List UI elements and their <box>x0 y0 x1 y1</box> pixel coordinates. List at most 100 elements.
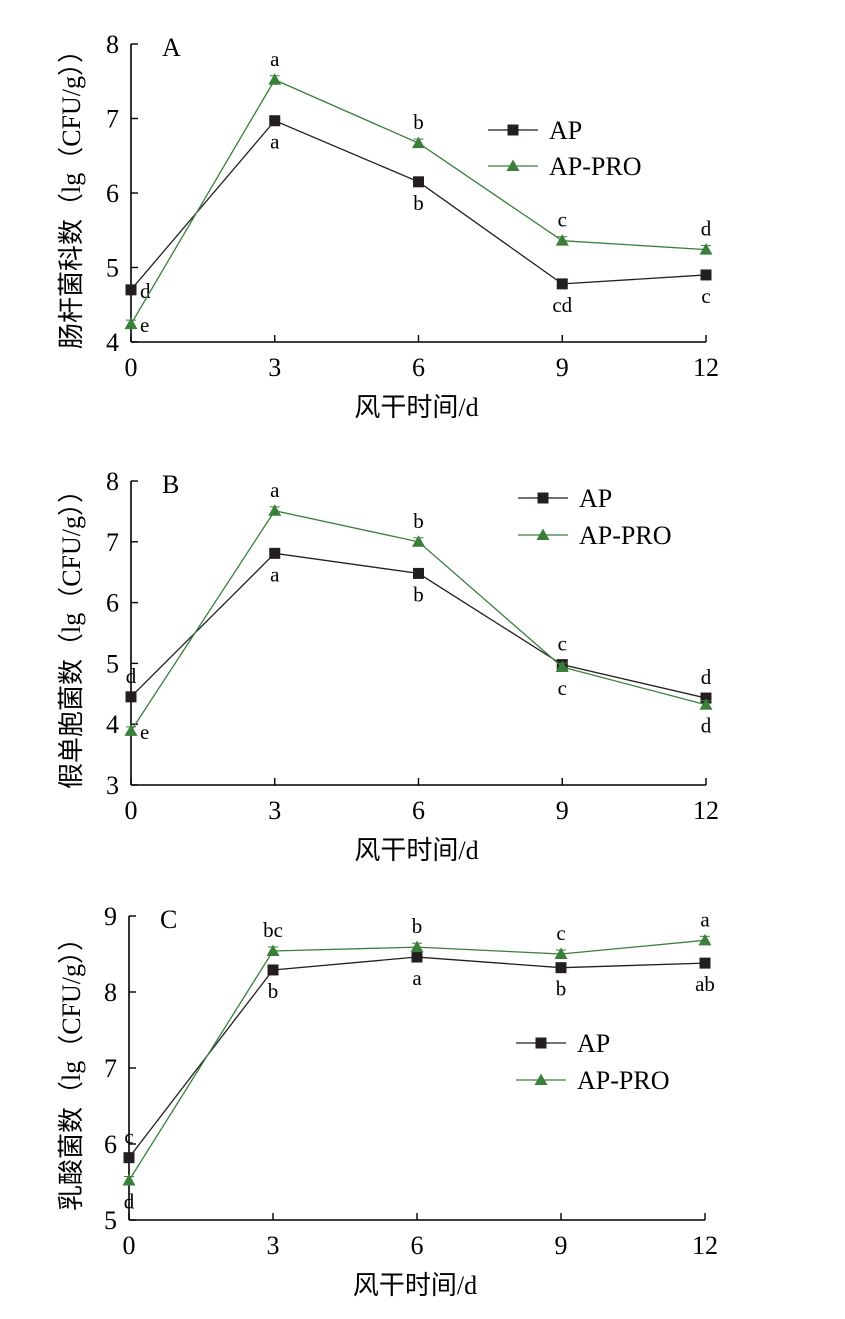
significance-label: d <box>701 217 712 241</box>
significance-label: e <box>140 313 149 337</box>
x-tick-label: 12 <box>692 1231 718 1260</box>
legend-label: AP <box>549 116 582 145</box>
y-tick-label: 6 <box>106 179 119 208</box>
data-point-ap-pro <box>122 1173 136 1186</box>
y-tick-label: 3 <box>106 771 119 800</box>
data-point-ap-pro <box>698 933 712 946</box>
x-tick-label: 3 <box>268 796 281 825</box>
data-point-ap <box>556 278 568 290</box>
y-axis-title: 假单胞菌数（lg（CFU/g）） <box>57 477 86 789</box>
y-tick-label: 8 <box>104 978 117 1007</box>
data-point-ap <box>413 567 424 579</box>
y-tick-label: 6 <box>104 1130 117 1159</box>
x-tick-label: 9 <box>556 353 569 382</box>
y-tick-label: 8 <box>106 30 119 59</box>
y-tick-label: 5 <box>104 1206 117 1235</box>
significance-label: c <box>558 208 567 232</box>
legend-marker <box>535 1037 547 1049</box>
data-point-ap-pro <box>266 944 280 956</box>
significance-label: d <box>701 665 712 689</box>
significance-label: d <box>140 279 151 303</box>
legend-label: AP <box>579 484 612 513</box>
significance-label: bc <box>263 918 283 942</box>
data-point-ap-pro <box>699 243 713 255</box>
significance-label: b <box>413 509 424 533</box>
data-point-ap <box>700 692 712 704</box>
y-axis-title: 肠杆菌科数（lg（CFU/g）） <box>57 37 86 349</box>
legend-label: AP-PRO <box>577 1066 669 1095</box>
panel-letter: C <box>160 905 177 934</box>
data-point-ap-pro <box>268 73 282 85</box>
x-tick-label: 12 <box>693 796 719 825</box>
legend-marker <box>534 1073 548 1085</box>
significance-label: c <box>558 632 567 656</box>
data-point-ap <box>125 691 137 703</box>
y-tick-label: 4 <box>106 328 119 357</box>
significance-label: b <box>413 582 424 606</box>
x-axis-title: 风干时间/d <box>353 1271 477 1300</box>
legend-label: AP-PRO <box>579 521 671 550</box>
x-axis-title: 风干时间/d <box>354 393 478 422</box>
significance-label: e <box>140 720 149 744</box>
significance-label: a <box>412 966 422 990</box>
significance-label: a <box>270 47 280 71</box>
panel-letter: B <box>162 470 179 499</box>
data-point-ap-pro <box>412 136 425 149</box>
y-tick-label: 5 <box>106 254 119 283</box>
y-tick-label: 4 <box>106 710 119 739</box>
data-point-ap-pro <box>554 947 568 959</box>
data-point-ap <box>269 547 281 559</box>
significance-label: a <box>270 130 280 154</box>
legend-marker <box>537 492 549 504</box>
significance-label: d <box>126 664 137 688</box>
y-tick-label: 9 <box>104 902 117 931</box>
x-tick-label: 3 <box>267 1231 280 1260</box>
legend-marker <box>507 124 519 136</box>
y-tick-label: 7 <box>104 1054 117 1083</box>
data-point-ap-pro <box>555 234 569 246</box>
significance-label: c <box>124 1125 133 1149</box>
significance-label: ab <box>695 972 715 996</box>
data-point-ap-pro <box>555 660 569 673</box>
significance-label: d <box>124 1189 135 1213</box>
legend-label: AP <box>577 1029 610 1058</box>
significance-label: b <box>413 110 424 134</box>
significance-label: c <box>558 676 567 700</box>
significance-label: c <box>701 284 710 308</box>
significance-label: d <box>701 714 712 738</box>
data-point-ap <box>125 284 137 296</box>
x-tick-label: 3 <box>268 353 281 382</box>
y-tick-label: 8 <box>106 467 119 496</box>
y-axis-title: 乳酸菌数（lg（CFU/g）） <box>57 925 86 1211</box>
significance-label: b <box>413 191 424 215</box>
y-tick-label: 5 <box>106 649 119 678</box>
data-point-ap <box>123 1152 135 1164</box>
data-point-ap <box>267 964 279 976</box>
data-point-ap-pro <box>124 317 138 330</box>
data-point-ap <box>699 957 711 969</box>
x-tick-label: 12 <box>693 353 719 382</box>
significance-label: cd <box>552 293 572 317</box>
x-axis-title: 风干时间/d <box>354 836 478 865</box>
y-tick-label: 7 <box>106 105 119 134</box>
panel-letter: A <box>162 33 181 62</box>
data-point-ap-pro <box>410 940 424 953</box>
data-point-ap-pro <box>412 535 425 547</box>
y-tick-label: 7 <box>106 528 119 557</box>
y-tick-label: 6 <box>106 589 119 618</box>
significance-label: a <box>270 562 280 586</box>
data-point-ap <box>411 951 423 963</box>
data-point-ap-pro <box>268 504 282 516</box>
x-tick-label: 9 <box>556 796 569 825</box>
x-tick-label: 6 <box>411 1231 424 1260</box>
significance-label: a <box>270 478 280 502</box>
legend-marker <box>506 159 520 171</box>
significance-label: a <box>700 907 710 931</box>
data-point-ap <box>413 176 424 188</box>
data-point-ap-pro <box>699 698 713 710</box>
x-tick-label: 0 <box>123 1231 136 1260</box>
